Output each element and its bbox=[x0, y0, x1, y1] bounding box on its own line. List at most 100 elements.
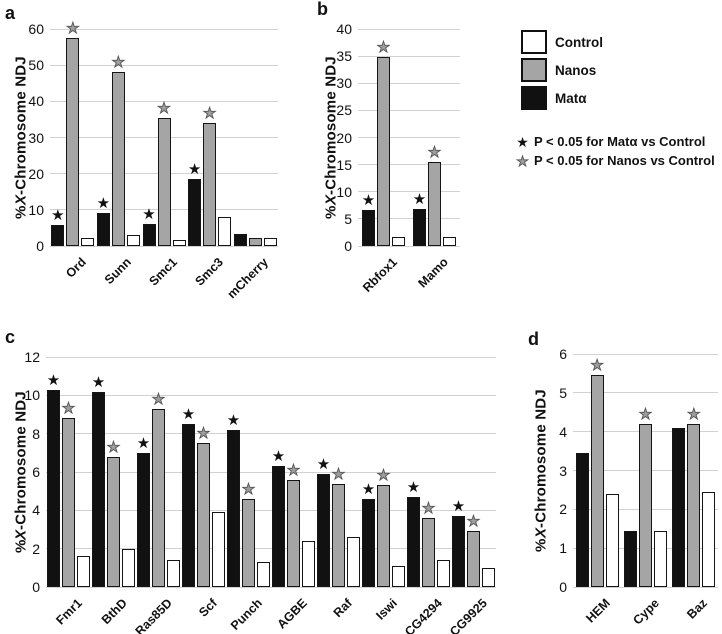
y-tick-label: 0 bbox=[344, 238, 352, 254]
italic-x: X bbox=[532, 528, 550, 539]
y-tick-label: 1 bbox=[559, 540, 567, 557]
bar-control-bthd bbox=[122, 548, 135, 587]
y-tick-label: 8 bbox=[32, 425, 40, 442]
gridline bbox=[358, 164, 460, 166]
sig-star-nanos-fmr1: ★ bbox=[61, 400, 76, 418]
y-tick-label: 40 bbox=[336, 21, 352, 37]
y-tick-label: 2 bbox=[559, 501, 567, 518]
y-tick-label: 30 bbox=[28, 129, 44, 146]
legend: Control Nanos Matα ★ P < 0.05 for Matα v… bbox=[516, 30, 715, 170]
bar-matalpha-sunn bbox=[96, 212, 110, 246]
bar-nanos-mcherry bbox=[248, 238, 262, 246]
y-tick-label: 6 bbox=[32, 464, 40, 480]
bar-nanos-smc1 bbox=[157, 117, 171, 246]
bar-control-mcherry bbox=[263, 237, 277, 246]
bar-matalpha-ras85d bbox=[137, 452, 150, 587]
gridline bbox=[46, 548, 496, 550]
sig-note-matalpha: ★ P < 0.05 for Matα vs Control bbox=[515, 132, 715, 151]
panel-letter-a: a bbox=[5, 3, 16, 23]
bar-nanos-fmr1 bbox=[62, 418, 75, 587]
y-tick-label: 6 bbox=[559, 346, 567, 362]
sig-star-matalpha-raf: ★ bbox=[316, 455, 331, 473]
sig-star-matalpha-agbe: ★ bbox=[271, 448, 286, 466]
y-tick-label: 4 bbox=[32, 502, 40, 519]
sig-star-nanos-iswi: ★ bbox=[376, 467, 391, 485]
gridline bbox=[358, 55, 460, 57]
sig-note-nanos: ★ P < 0.05 for Nanos vs Control bbox=[515, 151, 715, 170]
sig-star-matalpha-bthd: ★ bbox=[91, 373, 106, 391]
gridline bbox=[46, 433, 496, 435]
gridline bbox=[46, 471, 496, 473]
y-tick-label: 25 bbox=[336, 102, 352, 119]
y-tick-label: 10 bbox=[24, 387, 40, 404]
bar-matalpha-rbfox1 bbox=[362, 210, 375, 246]
legend-item-nanos: Nanos bbox=[521, 58, 715, 82]
legend-item-control: Control bbox=[521, 30, 715, 54]
bar-nanos-sunn bbox=[111, 72, 125, 246]
y-tick-label: 20 bbox=[28, 165, 44, 182]
bar-control-baz bbox=[702, 491, 716, 587]
y-tick-label: 30 bbox=[336, 75, 352, 92]
gridline bbox=[50, 100, 278, 102]
bar-control-cg9925 bbox=[482, 567, 495, 587]
bar-nanos-agbe bbox=[287, 479, 300, 587]
bar-control-scf bbox=[212, 512, 225, 587]
sig-star-matalpha-smc3: ★ bbox=[187, 160, 202, 178]
panel-letter-b: b bbox=[317, 0, 328, 19]
gridline bbox=[46, 586, 496, 588]
bar-matalpha-iswi bbox=[362, 498, 375, 587]
sig-note-matalpha-text: P < 0.05 for Matα vs Control bbox=[534, 134, 706, 149]
bar-control-smc3 bbox=[218, 217, 232, 246]
sig-star-nanos-ord: ★ bbox=[66, 20, 80, 38]
bar-control-hem bbox=[605, 493, 619, 587]
gridline bbox=[46, 509, 496, 511]
y-tick-label: 10 bbox=[336, 183, 352, 200]
bar-control-fmr1 bbox=[77, 556, 90, 587]
black-star-icon: ★ bbox=[516, 133, 529, 150]
bar-matalpha-agbe bbox=[272, 466, 285, 587]
bar-matalpha-hem bbox=[575, 453, 589, 587]
sig-note-nanos-text: P < 0.05 for Nanos vs Control bbox=[534, 153, 715, 168]
sig-star-nanos-hem: ★ bbox=[590, 357, 604, 375]
bar-matalpha-mcherry bbox=[233, 233, 247, 246]
bar-matalpha-raf bbox=[317, 473, 330, 587]
bar-control-iswi bbox=[392, 565, 405, 587]
gridline bbox=[573, 586, 718, 588]
bar-nanos-iswi bbox=[377, 485, 390, 587]
bar-nanos-smc3 bbox=[203, 123, 217, 246]
y-tick-label: 20 bbox=[336, 129, 352, 146]
gray-star-icon: ★ bbox=[516, 152, 529, 169]
nanos-swatch bbox=[521, 58, 547, 82]
sig-star-nanos-cg9925: ★ bbox=[466, 513, 481, 531]
sig-star-matalpha-cg9925: ★ bbox=[451, 498, 466, 516]
gridline bbox=[358, 28, 460, 30]
gridline bbox=[573, 392, 718, 394]
legend-label-nanos: Nanos bbox=[555, 62, 597, 78]
sig-star-matalpha-fmr1: ★ bbox=[46, 371, 61, 389]
y-tick-label: 3 bbox=[559, 462, 567, 479]
sig-star-matalpha-scf: ★ bbox=[181, 406, 196, 424]
bar-matalpha-cg9925 bbox=[452, 516, 465, 587]
significance-notes: ★ P < 0.05 for Matα vs Control ★ P < 0.0… bbox=[515, 132, 715, 170]
y-tick-label: 2 bbox=[32, 540, 40, 557]
matalpha-swatch bbox=[521, 86, 547, 110]
sig-star-nanos-agbe: ★ bbox=[286, 461, 301, 479]
sig-star-nanos-punch: ★ bbox=[241, 480, 256, 498]
bar-matalpha-punch bbox=[227, 429, 240, 587]
sig-star-matalpha-ras85d: ★ bbox=[136, 434, 151, 452]
y-tick-label: 0 bbox=[36, 238, 44, 254]
sig-star-nanos-baz: ★ bbox=[687, 405, 701, 423]
sig-star-nanos-bthd: ★ bbox=[106, 438, 121, 456]
gridline bbox=[46, 356, 496, 358]
sig-star-nanos-scf: ★ bbox=[196, 425, 211, 443]
legend-item-matalpha: Matα bbox=[521, 86, 715, 110]
bar-nanos-hem bbox=[590, 375, 604, 587]
gridline bbox=[358, 245, 460, 247]
gridline bbox=[46, 394, 496, 396]
bar-control-ras85d bbox=[167, 560, 180, 587]
y-tick-label: 5 bbox=[559, 384, 567, 401]
sig-star-nanos-sunn: ★ bbox=[111, 54, 126, 72]
bar-matalpha-ord bbox=[51, 225, 65, 246]
